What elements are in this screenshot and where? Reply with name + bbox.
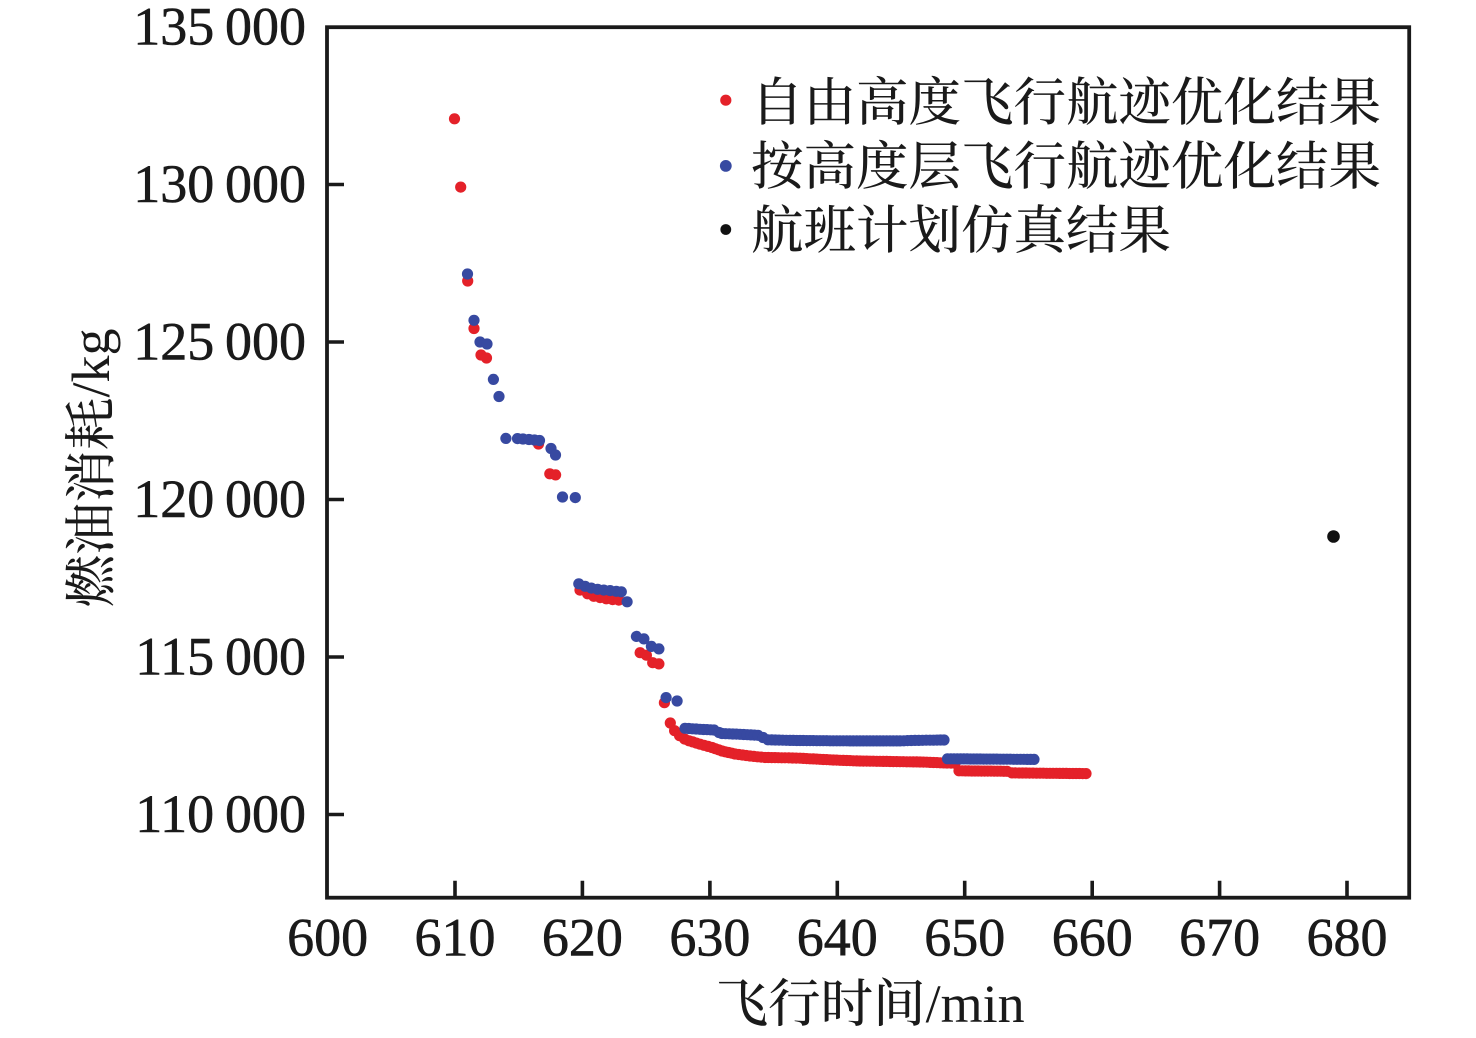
svg-text:660: 660 [1052,908,1133,968]
svg-text:/kg: /kg [61,328,121,397]
svg-text:610: 610 [415,908,496,968]
svg-text:600: 600 [287,908,368,968]
svg-text:620: 620 [542,908,623,968]
svg-text:/min: /min [926,974,1025,1034]
svg-text:120 000: 120 000 [133,469,306,529]
svg-text:680: 680 [1307,908,1388,968]
svg-text:670: 670 [1179,908,1260,968]
svg-text:630: 630 [669,908,750,968]
svg-text:115 000: 115 000 [135,626,306,686]
svg-text:650: 650 [924,908,1005,968]
svg-text:135 000: 135 000 [133,0,306,56]
svg-text:130 000: 130 000 [133,154,306,214]
svg-text:110 000: 110 000 [135,784,306,844]
svg-text:125 000: 125 000 [133,311,306,371]
svg-text:640: 640 [797,908,878,968]
